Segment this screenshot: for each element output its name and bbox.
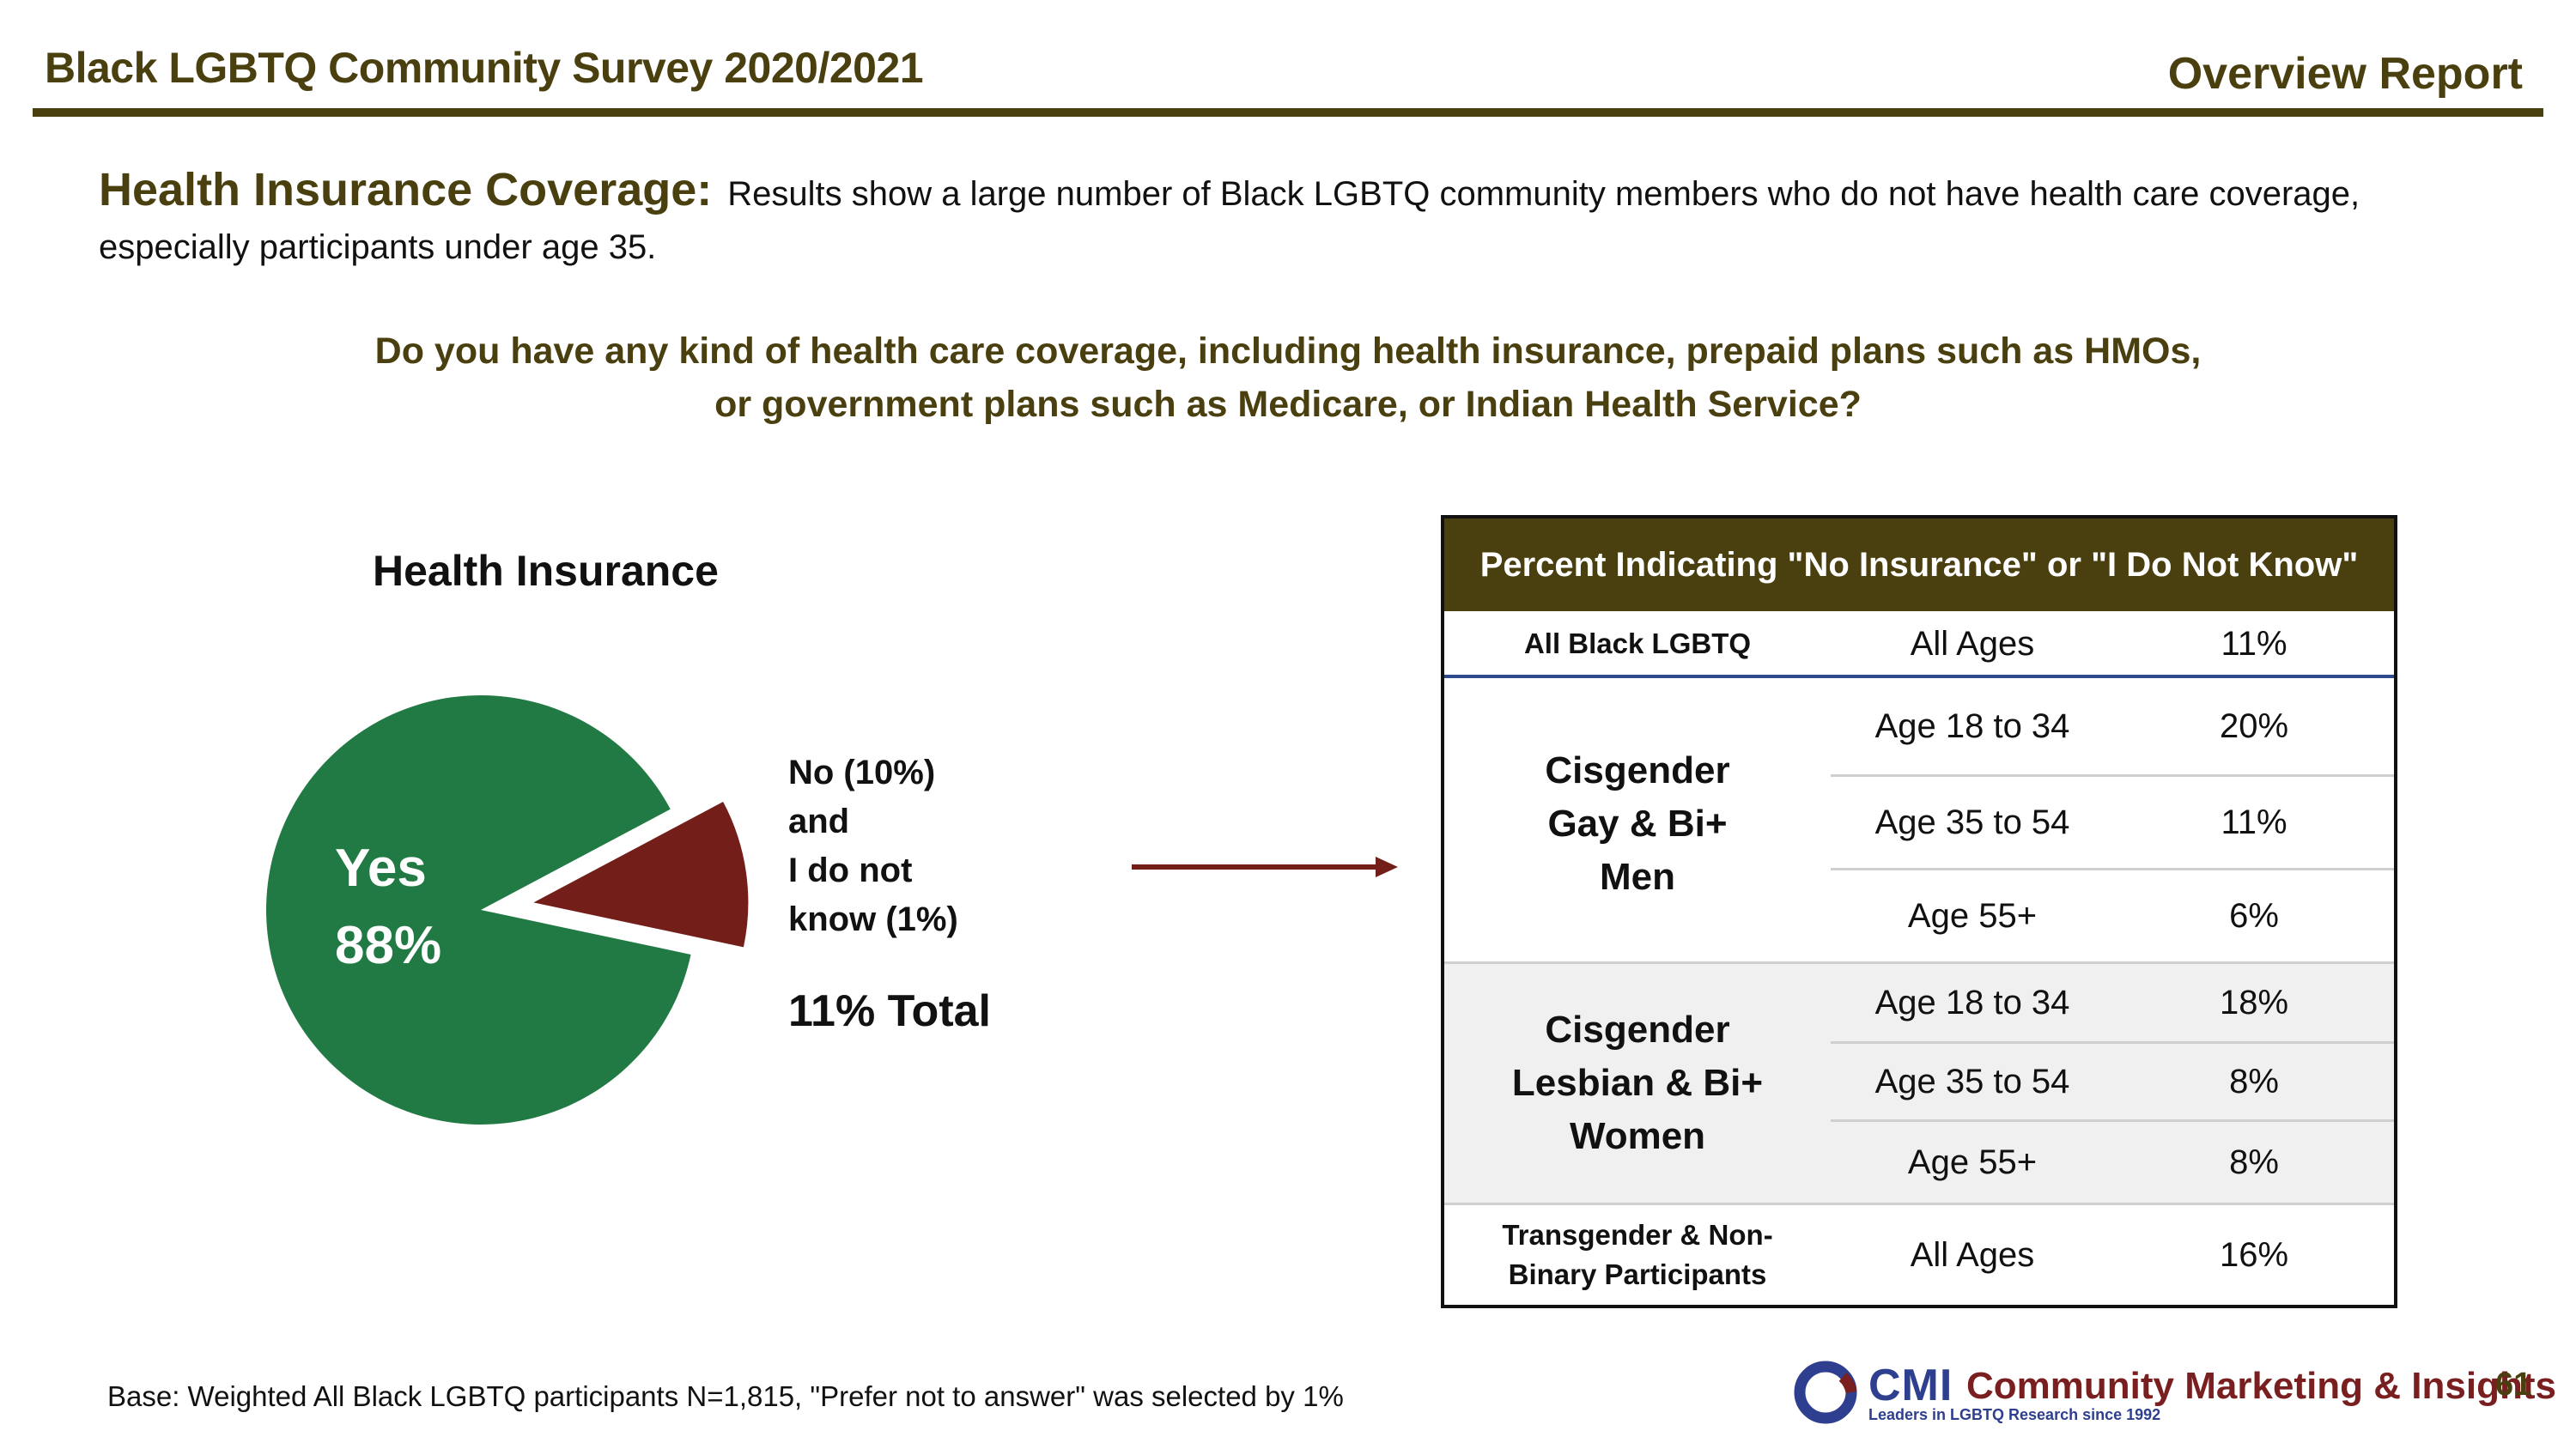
table-header: Percent Indicating "No Insurance" or "I … [1444, 518, 2394, 611]
group-gay-bi-men: Cisgender Gay & Bi+ Men [1444, 678, 1831, 970]
group-label-line: Men [1600, 856, 1675, 898]
intro-lead: Health Insurance Coverage: [99, 164, 713, 215]
row-divider [1831, 774, 2394, 777]
pie-chart: Yes 88% [266, 695, 749, 1125]
group-all-black-lgbtq: All Black LGBTQ [1523, 627, 1752, 659]
row-divider [1444, 675, 2394, 678]
base-footnote: Base: Weighted All Black LGBTQ participa… [107, 1380, 1344, 1412]
row-divider [1444, 1203, 2394, 1205]
table-cell-pct: 8% [2229, 1143, 2279, 1181]
arrow-icon [1132, 857, 1398, 877]
no-insurance-table: Percent Indicating "No Insurance" or "I … [1441, 515, 2397, 1308]
intro-text: Results show a large number of Black LGB… [99, 175, 2360, 266]
group-label-line: Lesbian & Bi+ [1511, 1062, 1764, 1104]
logo-tagline: Leaders in LGBTQ Research since 1992 [1868, 1406, 2161, 1423]
row-divider [1444, 961, 2394, 964]
total-label: 11% Total [788, 986, 992, 1036]
row-divider [1831, 868, 2394, 870]
pie-slice-no [533, 802, 749, 948]
group-label-line: Cisgender [1545, 1009, 1730, 1051]
table-cell-age: All Ages [1910, 624, 2035, 663]
page-number: 61 [2495, 1367, 2532, 1403]
chart-title: Health Insurance [373, 547, 719, 595]
table-cell-pct: 8% [2229, 1062, 2279, 1100]
table-cell-pct: 18% [2219, 983, 2289, 1022]
legend-line-4: know (1%) [788, 900, 958, 938]
row-divider [1831, 1041, 2394, 1044]
group-label-line: Transgender & Non- [1502, 1219, 1773, 1251]
table-cell-pct: 6% [2229, 896, 2279, 935]
group-label-line: Women [1569, 1115, 1706, 1157]
table-cell-age: Age 55+ [1907, 1143, 2038, 1181]
report-type: Overview Report [2167, 49, 2523, 99]
legend-line-1: No (10%) [788, 754, 936, 791]
table-cell-age: Age 55+ [1907, 896, 2038, 935]
pie-slice-yes [266, 695, 691, 1125]
group-trans-nonbinary: Transgender & Non- Binary Participants [1444, 1205, 1831, 1305]
pie-label-yes: Yes [335, 839, 427, 898]
table-cell-pct: 20% [2219, 706, 2289, 745]
table-cell-age: Age 18 to 34 [1874, 983, 2070, 1022]
intro-paragraph: Health Insurance Coverage: Results show a… [99, 163, 2486, 274]
survey-question: Do you have any kind of health care cove… [258, 324, 2318, 431]
women-group-background [1444, 964, 2394, 1203]
table-cell-pct: 11% [2221, 803, 2287, 841]
legend-line-2: and [788, 803, 850, 840]
legend-line-3: I do not [788, 852, 913, 889]
logo-cmi: CMI [1868, 1361, 1953, 1410]
table-cell-pct: 11% [2221, 624, 2287, 663]
cmi-logo-icon [1794, 1361, 1857, 1424]
question-line-1: Do you have any kind of health care cove… [374, 330, 2202, 372]
table-cell-pct: 16% [2219, 1235, 2289, 1274]
row-divider [1831, 1119, 2394, 1122]
question-line-2: or government plans such as Medicare, or… [714, 384, 1862, 425]
pie-value-yes: 88% [335, 916, 441, 975]
table-cell-age: Age 18 to 34 [1874, 706, 2070, 745]
table-cell-age: Age 35 to 54 [1874, 803, 2070, 841]
logo-company-name: Community Marketing & Insights [1966, 1365, 2556, 1407]
group-label-line: Cisgender [1545, 749, 1730, 791]
table-cell-age: All Ages [1910, 1235, 2035, 1274]
table-cell-age: Age 35 to 54 [1874, 1062, 2070, 1100]
no-legend: No (10%) and I do not know (1%) [788, 749, 958, 944]
group-label-line: Binary Participants [1508, 1258, 1767, 1290]
group-lesbian-bi-women: Cisgender Lesbian & Bi+ Women [1444, 964, 1831, 1203]
report-title: Black LGBTQ Community Survey 2020/2021 [45, 44, 924, 92]
header-divider [33, 108, 2543, 117]
group-label-line: Gay & Bi+ [1547, 803, 1728, 845]
